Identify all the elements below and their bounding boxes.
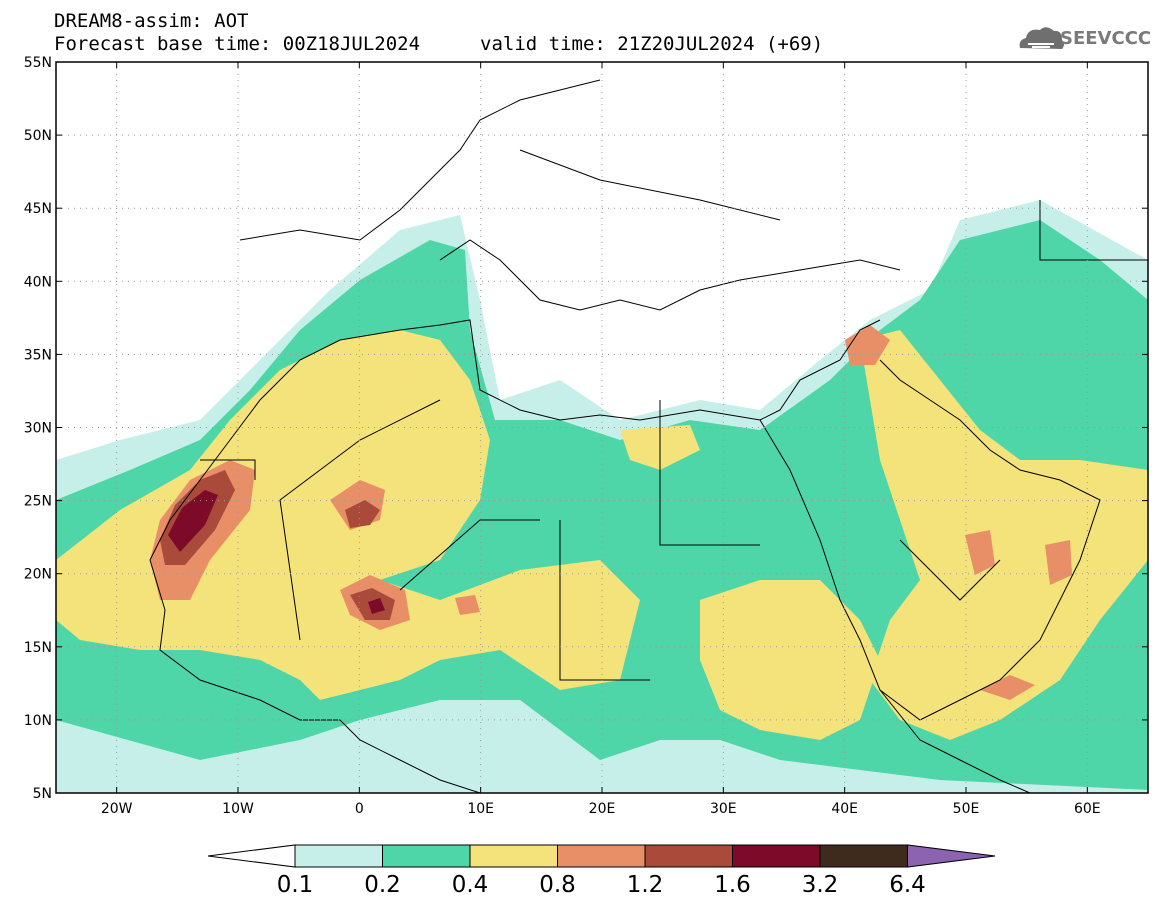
lat-tick-label: 45N	[24, 201, 52, 217]
lon-tick-label: 20W	[101, 801, 133, 817]
lat-tick-label: 30N	[24, 421, 52, 437]
lon-tick-label: 10E	[467, 801, 494, 817]
coastline	[439, 239, 901, 311]
lat-tick-label: 55N	[24, 55, 52, 71]
logo-text: SEEVCCC	[1060, 28, 1152, 49]
aot-band-1-6	[368, 598, 385, 614]
lat-tick-label: 20N	[24, 567, 52, 583]
colorbar-label: 0.8	[539, 872, 576, 898]
aot-band-0-8	[455, 595, 480, 615]
aot-band-0-8	[965, 530, 995, 575]
aot-band-0-4	[860, 330, 1148, 740]
lat-tick-label: 50N	[24, 128, 52, 144]
colorbar-label: 3.2	[801, 872, 839, 898]
border	[279, 499, 301, 641]
map-title: DREAM8-assim: AOT	[54, 10, 249, 32]
colorbar-label: 0.4	[451, 872, 489, 898]
border	[519, 149, 781, 221]
colorbar-label: 1.2	[626, 872, 664, 898]
colorbar-label: 6.4	[889, 872, 926, 898]
aot-band-0-8	[980, 675, 1035, 700]
lon-tick-label: 40E	[831, 801, 858, 817]
cloud-icon	[1019, 27, 1064, 49]
aot-band-0-4	[700, 580, 880, 740]
lon-tick-label: 50E	[953, 801, 980, 817]
lon-tick-label: 20E	[589, 801, 616, 817]
coastline	[239, 79, 601, 241]
lat-tick-label: 10N	[24, 713, 52, 729]
lat-tick-label: 5N	[33, 786, 52, 802]
border	[659, 400, 760, 546]
border	[279, 399, 441, 501]
coastline	[879, 689, 1031, 793]
colorbar-label: 1.6	[714, 872, 751, 898]
border	[1039, 200, 1148, 261]
lon-tick-label: 30E	[710, 801, 737, 817]
lon-tick-label: 10W	[222, 801, 254, 817]
coastline	[759, 359, 1101, 721]
border	[200, 459, 256, 480]
lat-tick-label: 35N	[24, 347, 52, 363]
lon-tick-label: 0	[355, 801, 364, 817]
coastline	[149, 319, 881, 561]
aot-band-1-6	[168, 490, 218, 552]
border	[399, 519, 540, 591]
aot-band-0-8	[1045, 540, 1072, 585]
lat-tick-label: 15N	[24, 640, 52, 656]
lat-tick-label: 25N	[24, 494, 52, 510]
coastline	[149, 559, 481, 793]
colorbar-label: 0.2	[364, 872, 401, 898]
valid-time: valid time: 21Z20JUL2024 (+69)	[480, 33, 824, 55]
lon-tick-label: 60E	[1074, 801, 1101, 817]
aot-band-1-2	[345, 500, 380, 528]
colorbar-label: 0.1	[276, 872, 314, 898]
forecast-base-time: Forecast base time: 00Z18JUL2024	[54, 33, 421, 55]
lat-tick-label: 40N	[24, 274, 52, 290]
